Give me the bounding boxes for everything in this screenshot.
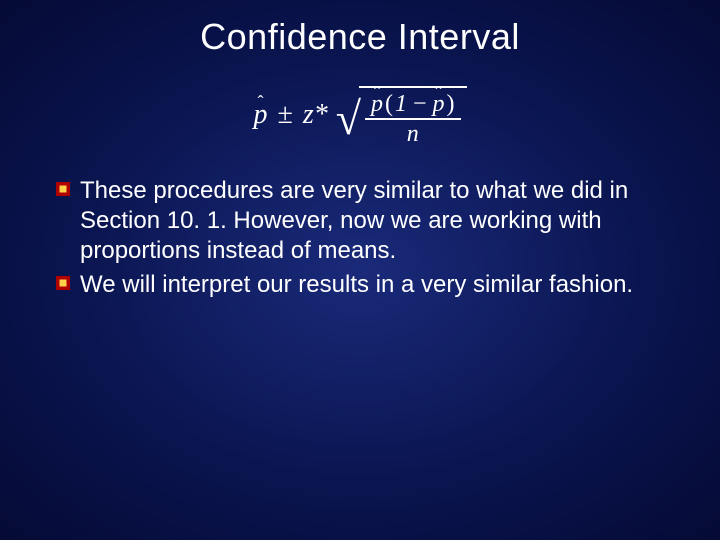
list-item: These procedures are very similar to wha… <box>56 176 672 266</box>
z-symbol: z <box>303 99 314 130</box>
star-symbol: * <box>314 99 328 130</box>
hat-diacritic: ˆ <box>374 84 380 102</box>
hat-diacritic: ˆ <box>436 84 442 102</box>
bullet-marker-icon <box>56 182 70 196</box>
bullet-list: These procedures are very similar to wha… <box>48 176 672 300</box>
bullet-marker-icon <box>56 276 70 290</box>
square-root: √ ˆ p ( 1 − <box>336 82 467 148</box>
p-hat-symbol: ˆ p <box>371 92 383 116</box>
right-paren: ) <box>447 92 455 116</box>
left-paren: ( <box>385 92 393 116</box>
one: 1 <box>395 92 407 116</box>
plus-minus-symbol: ± <box>273 101 296 129</box>
formula-container: ˆ p ± z* √ ˆ p <box>48 82 672 148</box>
p-hat-symbol: ˆ p <box>253 101 267 129</box>
page-title: Confidence Interval <box>48 16 672 58</box>
hat-diacritic: ˆ <box>257 93 263 111</box>
fraction: ˆ p ( 1 − ˆ p ) <box>359 88 467 148</box>
numerator: ˆ p ( 1 − ˆ p ) <box>365 90 461 118</box>
confidence-interval-formula: ˆ p ± z* √ ˆ p <box>253 82 466 148</box>
denominator: n <box>401 120 425 148</box>
slide: Confidence Interval ˆ p ± z* √ <box>0 0 720 540</box>
list-item: We will interpret our results in a very … <box>56 270 672 300</box>
bullet-text: These procedures are very similar to wha… <box>80 176 672 266</box>
p-hat-symbol: ˆ p <box>433 92 445 116</box>
bullet-text: We will interpret our results in a very … <box>80 270 633 300</box>
z-star: z* <box>303 101 330 129</box>
minus-sign: − <box>409 92 431 116</box>
radical-sign: √ <box>336 96 361 148</box>
